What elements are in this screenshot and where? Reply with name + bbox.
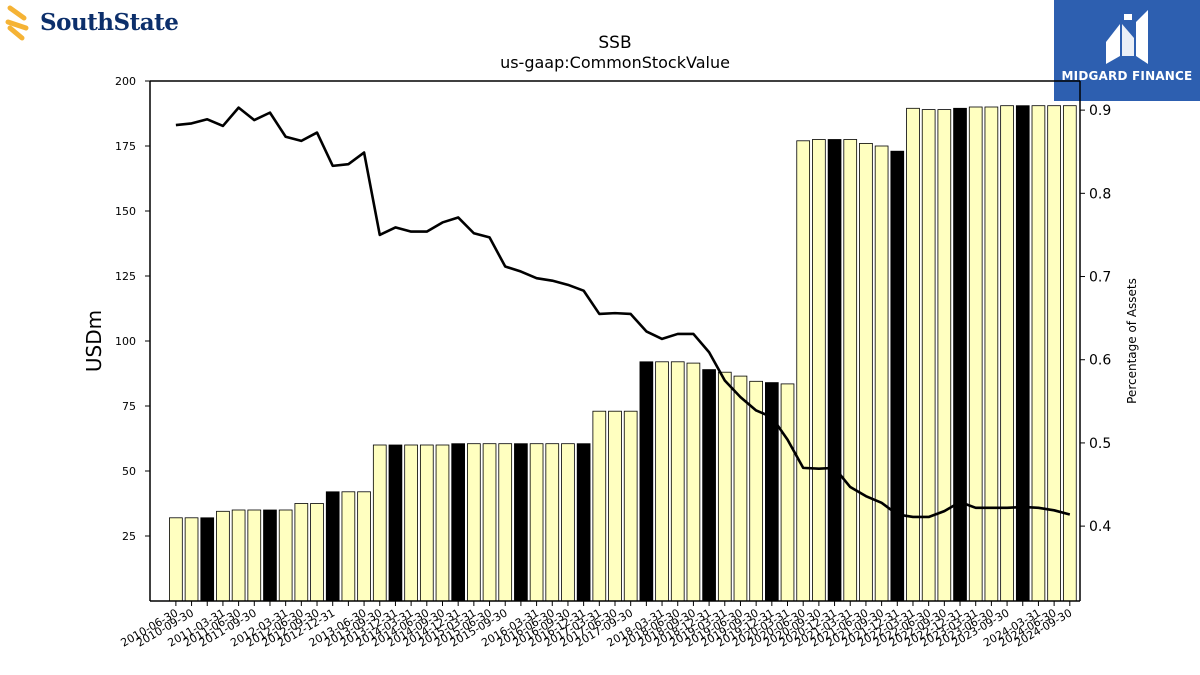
chart-title: SSB <box>598 33 631 53</box>
y-tick-label: 25 <box>122 530 136 543</box>
bar <box>812 139 826 602</box>
bar <box>655 361 669 602</box>
bar <box>576 443 591 602</box>
southstate-logo: SouthState <box>4 4 184 44</box>
bar <box>529 443 544 602</box>
chart-subtitle: us-gaap:CommonStockValue <box>500 53 730 72</box>
bar <box>608 410 622 602</box>
midgard-finance-logo: MIDGARD FINANCE <box>1054 0 1200 101</box>
bar <box>561 443 575 602</box>
y-tick-label: 75 <box>122 400 136 413</box>
y2-ticks: 0.4 0.5 0.6 0.7 0.8 0.9 <box>1080 103 1111 535</box>
bar <box>482 443 497 602</box>
bar <box>953 107 967 602</box>
y2-tick-label: 0.7 <box>1089 270 1111 286</box>
bar <box>937 109 952 602</box>
logo-stripe <box>7 5 27 21</box>
bar <box>1047 105 1061 602</box>
bar <box>843 139 858 602</box>
bar <box>341 491 356 602</box>
bar <box>733 375 748 602</box>
bar <box>859 142 873 602</box>
bar <box>702 369 716 602</box>
y-tick-label: 50 <box>122 465 136 478</box>
logo-stripe <box>5 19 29 31</box>
y2-tick-label: 0.5 <box>1089 436 1111 452</box>
southstate-logo-text: SouthState <box>40 9 179 36</box>
bar <box>372 444 387 602</box>
bar <box>247 509 262 602</box>
bar <box>467 443 481 602</box>
midgard-finance-logo-text: MIDGARD FINANCE <box>1061 69 1193 83</box>
bar <box>1031 105 1046 602</box>
bar <box>419 444 434 602</box>
bar <box>1015 105 1030 602</box>
y-tick-label: 100 <box>115 335 136 348</box>
bar <box>592 410 607 602</box>
x-ticks: 2010-06-302010-09-302011-03-312011-06-30… <box>119 601 1074 650</box>
bar <box>780 383 795 602</box>
bar <box>184 517 199 602</box>
percentage-line <box>175 106 1071 519</box>
bar <box>294 503 309 602</box>
y2-tick-label: 0.6 <box>1089 353 1111 369</box>
bar <box>717 371 732 602</box>
bar <box>968 106 983 602</box>
bar <box>670 361 685 602</box>
bar <box>435 444 450 602</box>
bar <box>231 509 246 602</box>
bar <box>686 362 701 602</box>
bar <box>388 444 403 602</box>
y-tick-label: 175 <box>115 140 136 153</box>
bar <box>216 510 230 602</box>
bar <box>749 380 763 602</box>
bar <box>874 145 889 602</box>
y-tick-label: 150 <box>115 205 136 218</box>
y2-tick-label: 0.4 <box>1089 519 1111 535</box>
bar <box>890 150 905 602</box>
southstate-stripes-icon <box>5 5 29 41</box>
bar <box>404 444 418 602</box>
y2-axis-label: Percentage of Assets <box>1125 278 1139 404</box>
y2-tick-label: 0.8 <box>1089 186 1111 202</box>
midgard-m-icon <box>1106 10 1148 64</box>
bar <box>796 140 811 602</box>
logo-stripe <box>7 25 25 41</box>
y-axis-label: USDm <box>82 310 106 372</box>
y2-tick-label: 0.9 <box>1089 103 1111 119</box>
bar <box>921 109 936 602</box>
bar <box>357 491 371 602</box>
bar <box>325 491 340 602</box>
bar <box>514 443 528 602</box>
bar <box>906 107 920 602</box>
line-series <box>175 106 1071 519</box>
bar <box>623 410 638 602</box>
y-tick-label: 125 <box>115 270 136 283</box>
bar <box>827 139 842 602</box>
bar <box>310 503 324 602</box>
bar <box>200 517 215 602</box>
bar <box>1062 105 1077 602</box>
bar <box>1000 105 1014 602</box>
y-tick-label: 200 <box>115 75 136 88</box>
y-ticks: 25 50 75 100 125 150 175 200 <box>115 75 150 543</box>
bar-series <box>169 105 1077 602</box>
bar <box>639 361 654 602</box>
bar <box>984 106 999 602</box>
bar <box>278 509 293 602</box>
bar <box>545 443 560 602</box>
bar <box>498 443 513 602</box>
bar <box>169 517 183 602</box>
bar <box>451 443 465 602</box>
bar <box>263 509 277 602</box>
